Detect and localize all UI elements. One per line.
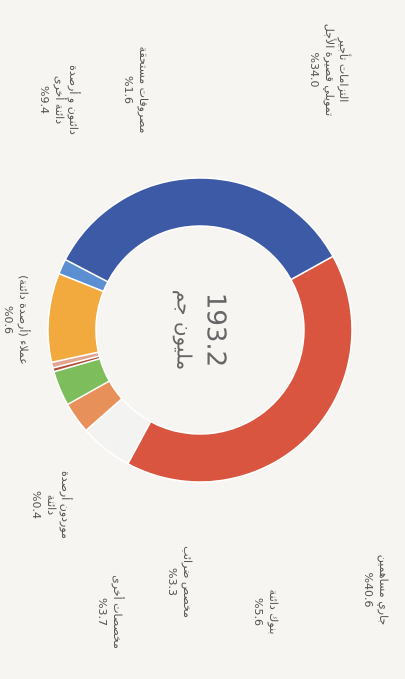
segment-label-line: تمويلي قصيرة الأجل: [323, 24, 337, 116]
segment-value-label: %5.6: [252, 598, 265, 626]
donut-segment: [126, 255, 353, 483]
rotated-chart: جاري مساهمين%40.6 بنوك دائنة%5.6 مخصص ضرائ…: [2, 24, 390, 649]
segment-label-line: دائنة أخرى: [53, 76, 67, 124]
segment-label-line: بنوك دائنة: [267, 590, 280, 635]
segment-label-line: دائنون و أرصدة: [67, 65, 81, 135]
segment-label: مخصص ضرائب%3.3: [166, 546, 194, 618]
segment-value-label: %0.4: [30, 491, 43, 519]
segment-label: موردون أرصدةدائنة%0.4: [30, 471, 73, 539]
segment-label: مخصصات أخرى%3.7: [96, 575, 125, 649]
segment-label: مصروفات مستحقة%1.6: [122, 47, 150, 134]
segment-label-line: مخصصات أخرى: [111, 575, 125, 649]
segment-label: جاري مساهمين%40.6: [362, 555, 390, 625]
segment-label-line: موردون أرصدة: [59, 471, 73, 539]
donut-segment: [64, 177, 334, 283]
segment-label-line: دائنة: [45, 495, 58, 515]
center-unit: مليون جم: [173, 290, 197, 370]
segment-label: عملاء (أرصدة دائنة)%0.6: [2, 275, 31, 365]
segment-label-line: مخصص ضرائب: [181, 546, 194, 618]
segment-value-label: %0.6: [2, 306, 15, 334]
segment-value-label: %9.4: [38, 86, 51, 114]
segment-label-line: جاري مساهمين: [377, 555, 390, 625]
segment-value-label: %40.6: [362, 573, 375, 608]
segment-label-line: عملاء (أرصدة دائنة): [17, 275, 31, 365]
segment-value-label: %3.3: [166, 568, 179, 596]
center-value: 193.2: [201, 293, 231, 367]
segment-value-label: %34.0: [308, 53, 321, 88]
segment-label-line: التزامات تأجير: [337, 37, 352, 103]
segment-label: بنوك دائنة%5.6: [252, 590, 280, 635]
segment-value-label: %1.6: [122, 76, 135, 104]
segment-label-line: مصروفات مستحقة: [137, 47, 150, 134]
segment-value-label: %3.7: [96, 598, 109, 626]
segment-label: التزامات تأجيرتمويلي قصيرة الأجل%34.0: [308, 24, 352, 116]
segment-label: دائنون و أرصدةدائنة أخرى%9.4: [38, 65, 81, 135]
